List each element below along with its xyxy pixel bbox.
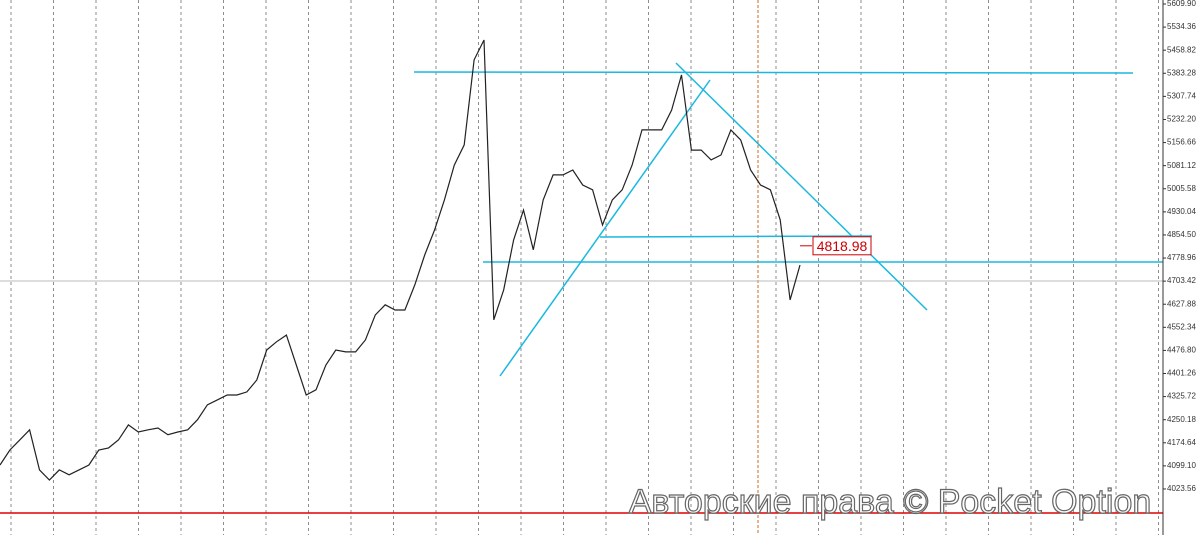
y-tick-label: 4250.18 [1167,415,1196,424]
y-tick-label: 4099.10 [1167,461,1196,470]
y-tick-label: 5609.90 [1167,0,1196,8]
y-tick-label: 5383.28 [1167,68,1196,77]
y-tick-label: 5458.82 [1167,45,1196,54]
y-tick-label: 4778.96 [1167,253,1196,262]
grid [10,0,1159,535]
y-tick-label: 4476.80 [1167,346,1196,355]
y-tick-label: 5534.36 [1167,22,1196,31]
y-tick-label: 5156.66 [1167,138,1196,147]
y-tick-label: 4627.88 [1167,299,1196,308]
trend-line [599,235,873,238]
watermark: Авторские права © Pocket Option [629,483,1152,521]
price-line [0,39,801,481]
y-tick-label: 4930.04 [1167,207,1196,216]
y-tick-label: 4401.26 [1167,369,1196,378]
drawings [413,62,1163,377]
trend-line [675,62,928,311]
y-tick-label: 4552.34 [1167,322,1196,331]
trend-line [499,79,711,377]
y-tick-label: 5081.12 [1167,161,1196,170]
trend-line [413,71,1134,74]
y-tick-label: 4854.50 [1167,230,1196,239]
y-tick-label: 5307.74 [1167,91,1196,100]
y-tick-label: 4325.72 [1167,392,1196,401]
y-tick-label: 4174.64 [1167,438,1196,447]
price-label: 4818.98 [817,238,868,254]
y-tick-label: 4703.42 [1167,276,1196,285]
y-tick-label: 5232.20 [1167,115,1196,124]
y-tick-label: 4023.56 [1167,484,1196,493]
y-tick-label: 5005.58 [1167,184,1196,193]
price-label-box [812,236,872,256]
